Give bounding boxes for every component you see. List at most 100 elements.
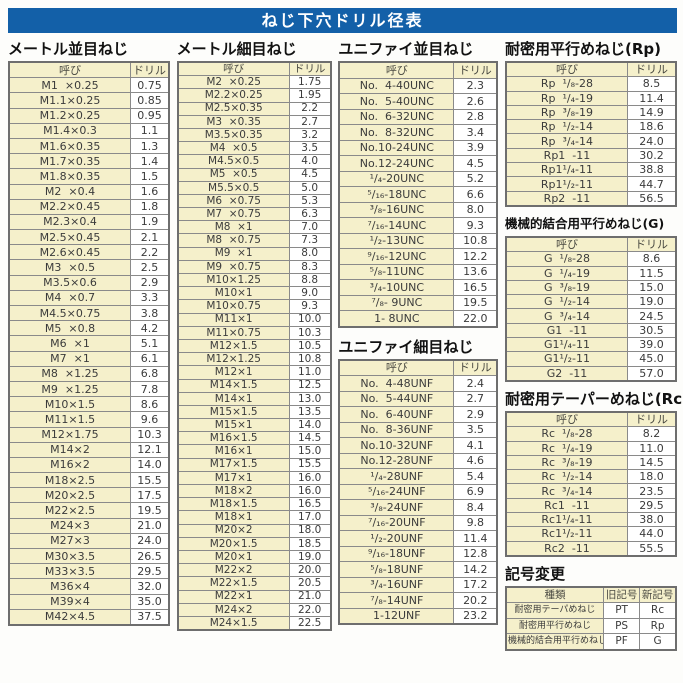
section-title-unified-fine: ユニファイ細目ねじ xyxy=(338,337,474,356)
table-row: M11×1 10.0 xyxy=(177,312,332,327)
thread-name-cell: G ¹/₄-19 xyxy=(505,265,628,281)
thread-name-cell: M20×2 xyxy=(177,523,290,538)
thread-name-cell: M6 ×1 xyxy=(8,335,131,352)
drill-value-cell: 12.8 xyxy=(453,545,498,562)
table-row: Rp1¹/₄-11 38.8 xyxy=(505,162,677,178)
drill-value-cell: 21.0 xyxy=(130,517,170,534)
table-row: G1¹/₄-11 39.0 xyxy=(505,337,677,353)
table-row: M6 ×0.75 5.3 xyxy=(177,193,332,209)
thread-name-cell: No. 5-44UNF xyxy=(338,390,455,407)
table-row: No. 4-48UNF 2.4 xyxy=(338,375,498,392)
thread-name-cell: M9 ×1 xyxy=(177,246,290,261)
drill-value-cell: 44.0 xyxy=(626,526,677,542)
thread-name-cell: ³/₄-10UNC xyxy=(338,279,455,296)
table-row: M4 ×0.5 3.5 xyxy=(177,141,332,156)
drill-value-cell: 17.5 xyxy=(130,487,170,504)
table-row: No. 6-32UNC 2.8 xyxy=(338,108,498,125)
thread-name-cell: M11×1 xyxy=(177,312,290,327)
drill-value-cell: 16.5 xyxy=(453,279,498,296)
table-row: M4 ×0.7 3.3 xyxy=(8,289,170,307)
table-row: M10×0.75 9.3 xyxy=(177,299,332,314)
drill-value-cell: 9.0 xyxy=(288,286,332,301)
column-header: 呼び xyxy=(338,359,455,376)
section-title-rc: 耐密用テーパーめねじ(Rc) xyxy=(504,389,683,408)
drill-value-cell: 8.8 xyxy=(288,272,332,288)
table-row: Rc2 -11 55.5 xyxy=(505,540,677,557)
thread-name-cell: M18×2.5 xyxy=(8,472,131,489)
drill-value-cell: 1.5 xyxy=(130,168,170,185)
table-row: M20×1 19.0 xyxy=(177,549,332,565)
header-row: 呼び ドリル xyxy=(505,236,677,253)
drill-value-cell: 18.0 xyxy=(288,523,332,538)
drill-value-cell: 4.5 xyxy=(453,155,498,172)
thread-name-cell: G1¹/₄-11 xyxy=(505,337,628,353)
drill-value-cell: 13.5 xyxy=(288,404,332,420)
table-row: No. 4-40UNC 2.3 xyxy=(338,77,498,94)
header-row: 呼び ドリル xyxy=(338,61,498,79)
table-row: Rc ¹/₈-28 8.2 xyxy=(505,426,677,442)
thread-name-cell: No.10-24UNC xyxy=(338,139,455,156)
drill-value-cell: PS xyxy=(602,617,641,635)
section-title-symbol-change: 記号変更 xyxy=(504,564,565,583)
table-row: M5 ×0.5 4.5 xyxy=(177,167,332,182)
thread-name-cell: M1.7×0.35 xyxy=(8,153,131,170)
table-row: ¹/₄-28UNF 5.4 xyxy=(338,468,498,485)
table-row: M2.5×0.35 2.2 xyxy=(177,101,332,116)
table-row: No. 5-40UNC 2.6 xyxy=(338,93,498,110)
table-row: G1¹/₂-11 45.0 xyxy=(505,351,677,367)
table-row: No.10-32UNF 4.1 xyxy=(338,437,498,454)
thread-name-cell: M22×1.5 xyxy=(177,576,290,591)
drill-value-cell: PF xyxy=(602,633,641,651)
thread-name-cell: M1.4×0.3 xyxy=(8,122,131,139)
table-row: M3.5×0.6 2.9 xyxy=(8,274,170,291)
drill-value-cell: 18.6 xyxy=(626,119,677,135)
drill-value-cell: Rp xyxy=(639,617,677,635)
table-row: M3.5×0.35 3.2 xyxy=(177,127,332,143)
thread-name-cell: G ³/₈-19 xyxy=(505,279,628,296)
drill-value-cell: 19.5 xyxy=(453,294,498,311)
thread-name-cell: M22×2.5 xyxy=(8,502,131,519)
thread-name-cell: No. 8-32UNC xyxy=(338,124,455,141)
table-row: M7 ×0.75 6.3 xyxy=(177,207,332,222)
drill-value-cell: 6.1 xyxy=(130,350,170,367)
drill-value-cell: 4.1 xyxy=(453,437,498,454)
thread-name-cell: Rp ¹/₂-14 xyxy=(505,119,628,135)
thread-name-cell: M11×0.75 xyxy=(177,325,290,340)
table-row: No.10-24UNC 3.9 xyxy=(338,139,498,156)
thread-name-cell: M6 ×0.75 xyxy=(177,193,290,209)
table-row: M2.2×0.25 1.95 xyxy=(177,88,332,103)
drill-value-cell: 3.4 xyxy=(453,124,498,141)
thread-name-cell: 耐密用テーパめねじ xyxy=(505,602,604,619)
drill-value-cell: 14.0 xyxy=(288,418,332,433)
table-row: Rp ¹/₂-14 18.6 xyxy=(505,119,677,135)
table-row: No. 6-40UNF 2.9 xyxy=(338,406,498,423)
drill-value-cell: 38.8 xyxy=(626,162,677,178)
table-row: ⁵/₈-11UNC 13.6 xyxy=(338,263,498,280)
thread-name-cell: Rp1¹/₄-11 xyxy=(505,162,628,178)
thread-name-cell: M1.8×0.35 xyxy=(8,168,131,185)
drill-value-cell: 14.5 xyxy=(288,431,332,446)
table-row: ⁷/₈-14UNF 20.2 xyxy=(338,592,498,609)
column-header: 種類 xyxy=(505,586,604,604)
thread-name-cell: Rc ³/₄-14 xyxy=(505,483,628,499)
table-row: Rp ³/₄-14 24.0 xyxy=(505,133,677,149)
thread-name-cell: Rc1¹/₂-11 xyxy=(505,526,628,542)
thread-name-cell: M4.5×0.75 xyxy=(8,304,131,322)
table-row: M2.6×0.45 2.2 xyxy=(8,244,170,261)
table-row: ³/₄-16UNF 17.2 xyxy=(338,576,498,593)
table-row: ¹/₂-20UNF 11.4 xyxy=(338,530,498,547)
drill-value-cell: 9.3 xyxy=(288,299,332,314)
drill-value-cell: 3.5 xyxy=(288,141,332,156)
drill-value-cell: 17.2 xyxy=(453,576,498,593)
thread-name-cell: M7 ×0.75 xyxy=(177,207,290,222)
table-row: M17×1.5 15.5 xyxy=(177,457,332,472)
table-row: ³/₈-16UNC 8.0 xyxy=(338,201,498,218)
table-row: M24×3 21.0 xyxy=(8,517,170,534)
table-row: M5.5×0.5 5.0 xyxy=(177,180,332,195)
table-row: ⁵/₁₆-18UNC 6.6 xyxy=(338,186,498,203)
column-unified: ユニファイ並目ねじ 呼び ドリル No. 4-40UNC 2.3 No. 5-40UNC… xyxy=(338,40,499,625)
table-row: M1.6×0.35 1.3 xyxy=(8,137,170,155)
table-row: Rp ¹/₄-19 11.4 xyxy=(505,90,677,106)
drill-value-cell: G xyxy=(639,633,677,651)
unified-coarse-table: 呼び ドリル No. 4-40UNC 2.3 No. 5-40UNC 2.6 No. 6-3… xyxy=(338,61,499,328)
